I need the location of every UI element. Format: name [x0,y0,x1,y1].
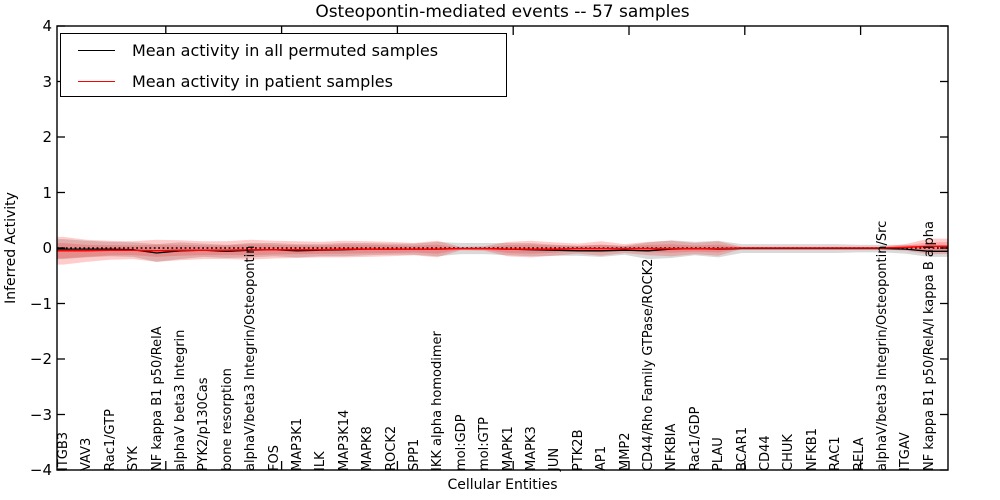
legend-label-patient: Mean activity in patient samples [132,72,393,91]
y-tick-label: 4 [42,17,52,35]
x-category-label: NF kappa B1 p50/RelA [149,326,165,471]
x-axis-title: Cellular Entities [447,477,558,493]
y-tick-label: −2 [29,350,52,368]
x-category-label: mol:GTP [477,417,493,471]
patient-line-sample-icon [78,81,115,82]
x-category-label: ITGB3 [56,431,71,471]
legend-item-patient: Mean activity in patient samples [61,66,506,97]
x-category-label: JUN [547,447,563,471]
x-category-label: PLAU [711,437,727,471]
y-tick-label: 2 [42,128,52,146]
x-category-label: BCAR1 [734,427,750,471]
x-category-label: NFKB1 [804,428,820,471]
legend-label-permuted: Mean activity in all permuted samples [132,41,439,60]
x-category-label: SYK [126,446,142,471]
x-category-label: CD44 [758,435,773,471]
x-category-label: RELA [851,437,867,471]
permuted-band [57,239,948,262]
x-category-label: FOS [266,445,282,471]
x-category-label: IKK alpha homodimer [430,331,446,471]
y-tick-label: −1 [29,294,52,313]
x-category-label: Rac1/GDP [687,406,703,471]
x-category-label: AP1 [594,445,610,471]
x-category-label: alphaV/beta3 Integrin/Osteopontin/Src [875,220,890,471]
y-tick-label: 1 [42,183,52,202]
y-tick-label: −4 [29,461,52,479]
x-category-label: ROCK2 [383,425,399,471]
y-tick-label: 0 [42,239,52,257]
x-category-label: MAP3K1 [290,417,305,471]
x-category-label: alphaV/beta3 Integrin/Osteopontin [243,245,259,471]
x-category-label: PTK2B [570,429,586,472]
x-category-label: bone resorption [219,368,235,471]
chart-title: Osteopontin-mediated events -- 57 sample… [315,2,690,22]
x-category-label: CHUK [781,434,797,471]
x-category-label: Rac1/GTP [102,409,118,471]
x-category-label: alphaV beta3 Integrin [173,329,188,471]
x-category-label: ITGAV [898,432,914,471]
x-category-label: PYK2/p130Cas [196,377,212,471]
patient-mean-line [57,245,948,252]
x-category-label: CD44/Rho Family GTPase/ROCK2 [641,258,656,471]
y-tick-label: 3 [42,72,52,91]
x-category-label: SPP1 [407,438,422,471]
x-category-label: NF kappa B1 p50/RelA/I kappa B alpha [921,221,937,471]
permuted-line-sample-icon [78,50,115,51]
x-category-label: MAP3K14 [336,409,352,471]
x-category-label: VAV3 [79,437,95,471]
x-category-label: MAPK8 [360,426,376,471]
x-category-label: RAC1 [828,436,844,471]
patient-band-inner [57,242,948,259]
x-category-label: MAPK3 [524,426,539,471]
legend-item-permuted: Mean activity in all permuted samples [61,35,506,66]
patient-band-outer [57,236,948,265]
x-category-label: MMP2 [617,432,633,471]
x-category-label: NFKBIA [664,423,680,471]
x-category-label: MAPK1 [500,426,516,471]
x-category-label: mol:GDP [453,414,469,471]
legend: Mean activity in all permuted samples Me… [60,33,507,97]
x-category-label: ILK [313,451,329,471]
y-tick-label: −3 [29,405,52,424]
